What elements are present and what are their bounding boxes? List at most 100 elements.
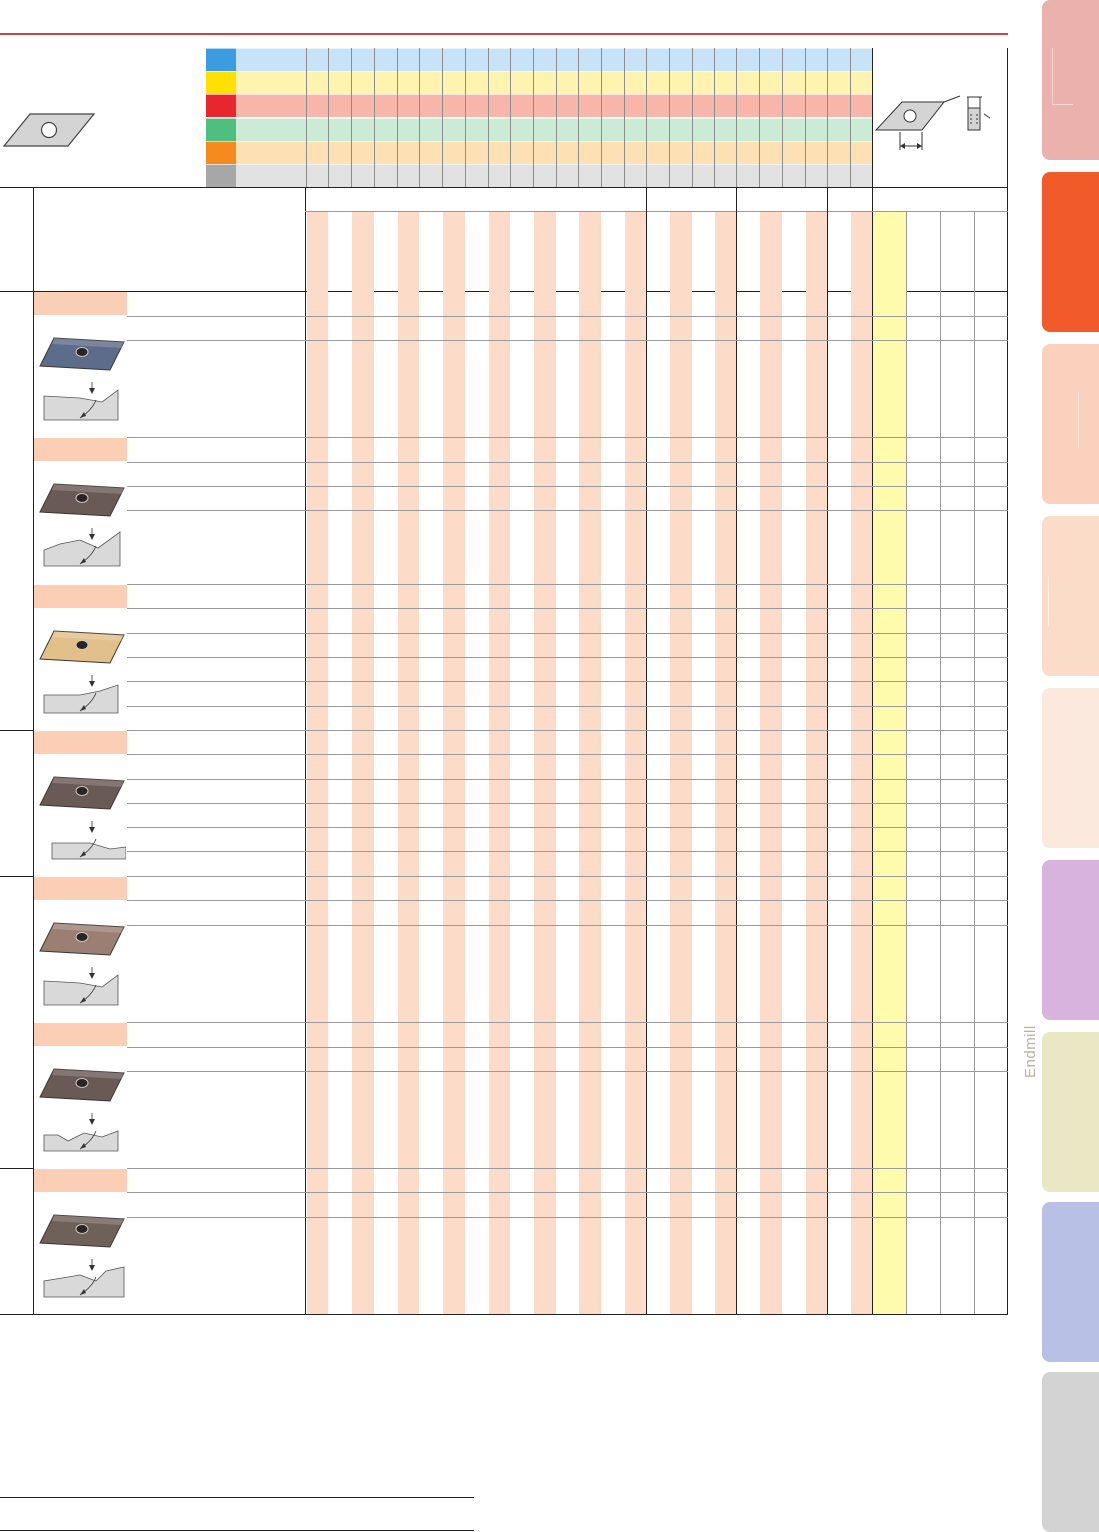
cutting-profile-icon (43, 967, 119, 1006)
band-col-line (397, 48, 398, 188)
chipbreaker-label (34, 877, 127, 900)
grade-column-shade (489, 212, 510, 1314)
group-divider-2 (736, 187, 737, 1315)
grade-column-shade (806, 212, 827, 1314)
band-line (206, 94, 872, 96)
band-line (206, 71, 872, 73)
band-col-line (488, 48, 489, 188)
band-col-line (714, 48, 715, 188)
side-tab-1[interactable] (1042, 0, 1099, 160)
endmill-side-label: Endmill (1022, 1025, 1039, 1078)
grade-column-shade (670, 212, 692, 1314)
grade-column-shade (398, 212, 419, 1314)
dim-col-line-3 (974, 212, 975, 1314)
side-tab-9[interactable] (1042, 1372, 1099, 1532)
band-col-line (692, 48, 693, 188)
group-divider-3 (827, 187, 828, 1315)
grade-column-shade (760, 212, 782, 1314)
grade-column-shade (625, 212, 646, 1314)
row-line (127, 1192, 1008, 1193)
material-band (236, 71, 872, 95)
band-line (206, 164, 872, 165)
row-line (127, 608, 1008, 609)
row-line (127, 1168, 1008, 1169)
material-swatch (206, 71, 236, 95)
row-line (127, 827, 1008, 828)
row-line (127, 1217, 1008, 1218)
cutting-profile-icon (43, 675, 119, 714)
insert-bronze-icon (39, 922, 125, 956)
band-col-line (556, 48, 557, 188)
row-line (127, 1071, 1008, 1072)
material-band (236, 140, 872, 164)
band-col-line (624, 48, 625, 188)
grade-col-divider (305, 187, 306, 1315)
band-col-line (306, 48, 307, 188)
band-col-line (759, 48, 760, 188)
band-col-line (328, 48, 329, 188)
insert-brown-4-icon (39, 1214, 125, 1248)
grade-column-shade (352, 212, 374, 1314)
band-col-line (669, 48, 670, 188)
side-tab-3[interactable] (1042, 344, 1099, 504)
subheader-rule (305, 211, 1008, 212)
group-rule (0, 1168, 33, 1169)
row-line (127, 437, 1008, 438)
header-bottom-rule (0, 187, 1008, 188)
row-line (127, 340, 1008, 341)
grade-column-shade (534, 212, 556, 1314)
row-line (127, 462, 1008, 463)
row-line (127, 584, 1008, 585)
grade-column-shade (715, 212, 736, 1314)
row-line (127, 510, 1008, 511)
group-rule (0, 876, 33, 877)
left-col-divider (33, 187, 34, 1315)
cutting-profile-icon (43, 1259, 125, 1298)
material-band (236, 164, 872, 187)
chipbreaker-label (34, 731, 127, 754)
grade-column-shade (307, 212, 328, 1314)
footer-rule-2 (0, 1530, 474, 1531)
dim-col-line-1 (906, 212, 907, 1314)
cutting-profile-icon (43, 1113, 119, 1152)
band-line (206, 48, 872, 49)
chipbreaker-label (34, 585, 127, 608)
row-line (127, 803, 1008, 804)
insert-blue-icon (39, 337, 125, 371)
band-col-line (442, 48, 443, 188)
side-tab-6[interactable] (1042, 860, 1099, 1020)
chipbreaker-label (34, 438, 127, 461)
dimension-highlight-col (873, 212, 906, 1314)
chipbreaker-label (34, 1169, 127, 1192)
insert-brown-icon (39, 483, 125, 517)
insert-brown-2-icon (39, 776, 125, 810)
grade-column-shade (443, 212, 465, 1314)
dim-col-line-2 (940, 212, 941, 1314)
chipbreaker-label (34, 292, 127, 315)
band-col-line (510, 48, 511, 188)
grade-column-shade (851, 212, 872, 1314)
side-tab-7[interactable] (1042, 1032, 1099, 1192)
row-line (127, 681, 1008, 682)
material-swatch (206, 164, 236, 187)
side-tab-2[interactable] (1042, 172, 1099, 332)
cutting-profile-icon (43, 382, 119, 421)
row-line (127, 876, 1008, 877)
insert-outline-icon (2, 113, 96, 147)
group-rule (0, 730, 33, 731)
material-band (236, 48, 872, 71)
row-line (127, 316, 1008, 317)
group-rule (0, 291, 33, 292)
side-tab-4[interactable] (1042, 516, 1099, 676)
material-swatch (206, 94, 236, 118)
row-line (127, 851, 1008, 852)
material-swatch (206, 140, 236, 164)
side-tab-8[interactable] (1042, 1202, 1099, 1362)
footer-rule-1 (0, 1497, 474, 1498)
band-col-line (419, 48, 420, 188)
band-col-line (827, 48, 828, 188)
row-line (127, 900, 1008, 901)
side-tab-5[interactable] (1042, 688, 1099, 848)
row-line (127, 925, 1008, 926)
cutting-profile-icon (43, 528, 121, 567)
